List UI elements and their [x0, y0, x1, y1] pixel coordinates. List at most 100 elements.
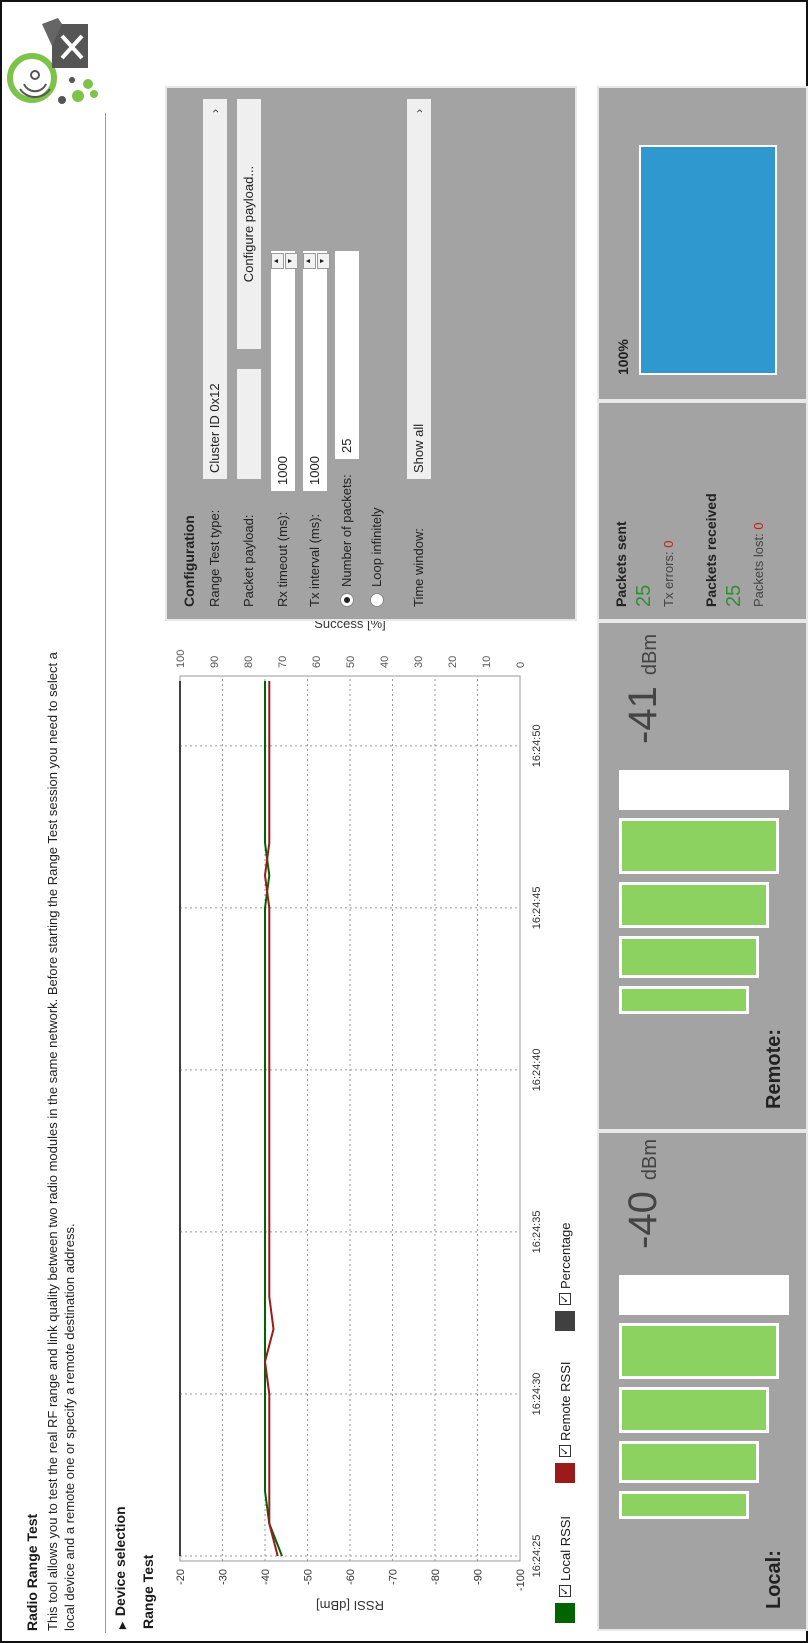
packet-payload-field[interactable] [237, 369, 261, 479]
x-tick-label: 16:24:25 [531, 1535, 543, 1578]
loop-infinitely-label: Loop infinitely [369, 507, 384, 588]
tx-interval-label: Tx interval (ms): [307, 513, 322, 607]
range-test-type-label: Range Test type: [207, 509, 222, 607]
legend-percentage-checkbox[interactable]: ✓ [559, 1293, 571, 1305]
y-tick-label: -20 [175, 1569, 187, 1585]
device-selection-label: Device selection [112, 1506, 128, 1617]
y2-tick-label: 90 [209, 656, 221, 668]
local-signal-bar-empty [619, 1275, 789, 1315]
spin-down-icon[interactable]: ▼ [285, 253, 298, 269]
rx-timeout-input[interactable]: 1000 ▲ ▼ [271, 251, 298, 491]
page-title: Radio Range Test [24, 1513, 40, 1631]
local-signal-bar [619, 1441, 759, 1483]
y2-tick-label: 100 [175, 650, 187, 668]
number-of-packets-value: 25 [339, 438, 354, 453]
y-tick-label: -60 [345, 1569, 357, 1585]
packets-lost-value: 0 [751, 522, 766, 530]
remote-signal-bar [619, 882, 769, 928]
local-rssi-card: Local: -40 dBm [597, 1131, 808, 1631]
legend-remote-checkbox[interactable]: ✓ [559, 1445, 571, 1457]
time-window-select[interactable]: Show all › [407, 99, 431, 479]
spin-up-icon[interactable]: ▲ [303, 253, 316, 269]
spin-up-icon[interactable]: ▲ [271, 253, 284, 269]
local-rssi-unit: dBm [639, 1138, 661, 1181]
y2-tick-label: 20 [447, 656, 459, 668]
x-tick-label: 16:24:35 [531, 1211, 543, 1254]
local-rssi-number: -40 [621, 1191, 665, 1249]
local-rssi-value: -40 dBm [621, 1139, 666, 1249]
y-tick-label: -100 [515, 1569, 527, 1591]
rx-timeout-spinner[interactable]: ▲ ▼ [271, 253, 298, 269]
chevron-down-icon: › [208, 109, 222, 113]
header-divider [105, 113, 106, 1633]
number-of-packets-input[interactable]: 25 [335, 251, 359, 459]
configuration-panel: Configuration Range Test type: Cluster I… [165, 86, 577, 621]
y2-axis-label: Success [%] [314, 621, 386, 631]
remote-label: Remote: [763, 1028, 785, 1109]
remote-rssi-number: -41 [621, 686, 665, 744]
success-percent-label: 100% [615, 339, 631, 375]
y-tick-label: -90 [473, 1569, 485, 1585]
y2-tick-label: 40 [379, 656, 391, 668]
loop-infinitely-radio[interactable] [370, 593, 384, 607]
local-signal-bar [619, 1387, 769, 1433]
range-test-section-title: Range Test [140, 1554, 156, 1629]
tx-interval-input[interactable]: 1000 ▲ ▼ [303, 251, 330, 491]
y-tick-label: -80 [430, 1569, 442, 1585]
packets-lost-label: Packets lost: [751, 533, 766, 607]
time-window-label: Time window: [411, 528, 426, 607]
y2-tick-label: 50 [345, 656, 357, 668]
local-signal-bars-icon [609, 1269, 789, 1519]
tx-errors-label: Tx errors: [661, 551, 676, 607]
y-tick-label: -30 [218, 1569, 230, 1585]
tx-interval-value: 1000 [307, 456, 322, 485]
y2-tick-label: 70 [277, 656, 289, 668]
radio-range-test-logo-icon [7, 18, 98, 104]
configure-payload-button[interactable]: Configure payload... [237, 99, 261, 349]
remote-signal-bar [619, 936, 759, 978]
expand-triangle-icon: ▶ [117, 1622, 127, 1629]
x-tick-label: 16:24:30 [531, 1373, 543, 1416]
number-of-packets-label: Number of packets: [339, 474, 354, 587]
packets-received-value: 25 [723, 584, 745, 607]
y2-tick-label: 80 [243, 656, 255, 668]
legend-local-checkbox[interactable]: ✓ [559, 1585, 571, 1597]
y2-tick-label: 30 [413, 656, 425, 668]
packets-sent-label: Packets sent [613, 521, 629, 607]
packet-stats-panel: Packets sent 25 Tx errors: 0 Packets rec… [597, 401, 808, 621]
time-window-value: Show all [411, 423, 426, 473]
remote-rssi-unit: dBm [639, 633, 661, 676]
y-tick-label: -50 [303, 1569, 315, 1585]
y-tick-label: -70 [388, 1569, 400, 1585]
rssi-chart-panel: -20 -30 -40 -50 -60 -70 -80 -90 -100 100 90 80 70 60 5… [165, 616, 595, 1631]
rssi-chart: -20 -30 -40 -50 -60 -70 -80 -90 -100 100 90 80 70 60 5… [175, 616, 543, 1613]
range-test-type-value: Cluster ID 0x12 [207, 383, 222, 473]
y-tick-label: -40 [260, 1569, 272, 1585]
remote-signal-bar-empty [619, 770, 789, 810]
packets-sent-value: 25 [633, 584, 655, 607]
chevron-down-icon: › [412, 109, 426, 113]
packet-payload-label: Packet payload: [241, 514, 256, 607]
configuration-title: Configuration [181, 515, 197, 607]
tx-interval-spinner[interactable]: ▲ ▼ [303, 253, 330, 269]
local-label: Local: [763, 1550, 785, 1609]
remote-signal-bar [619, 818, 779, 874]
plot-area [179, 675, 521, 1562]
header: Radio Range Test This tool allows you to… [10, 123, 100, 1633]
range-test-type-select[interactable]: Cluster ID 0x12 › [203, 99, 227, 479]
page-description: This tool allows you to test the real RF… [45, 652, 77, 1631]
spin-down-icon[interactable]: ▼ [317, 253, 330, 269]
success-rate-fill [639, 145, 777, 375]
remote-rssi-card: Remote: -41 dBm [597, 621, 808, 1131]
number-of-packets-radio[interactable] [340, 593, 354, 607]
x-tick-label: 16:24:40 [531, 1048, 543, 1091]
y2-tick-label: 60 [311, 656, 323, 668]
x-tick-label: 16:24:45 [531, 886, 543, 929]
remote-signal-bar [619, 986, 749, 1014]
remote-rssi-value: -41 dBm [621, 634, 666, 744]
local-signal-bar [619, 1323, 779, 1379]
remote-signal-bars-icon [609, 764, 789, 1014]
legend-remote-swatch [555, 1463, 575, 1483]
device-selection-toggle[interactable]: ▶ Device selection [112, 1506, 128, 1629]
